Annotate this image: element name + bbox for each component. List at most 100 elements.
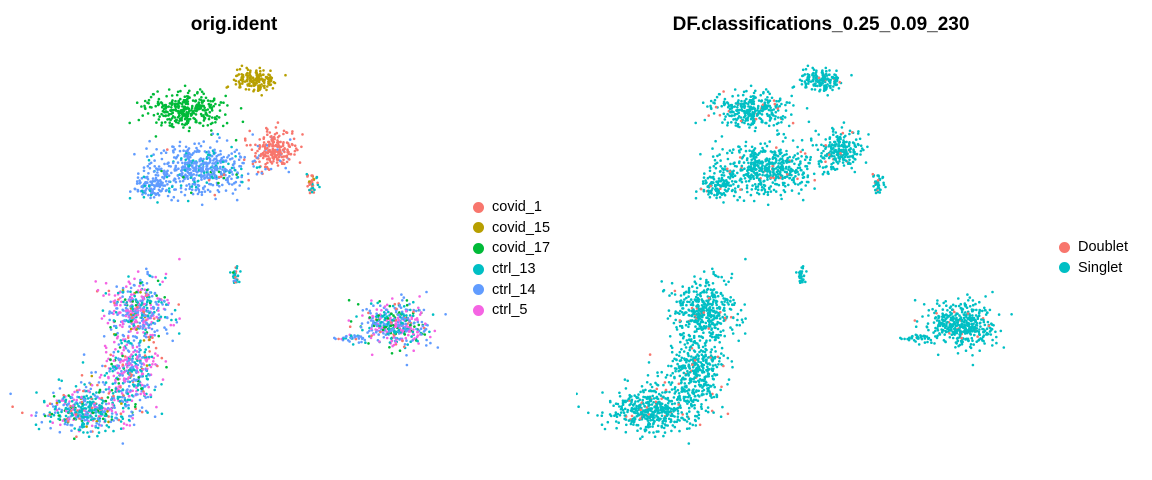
cell-point [807, 80, 810, 83]
cell-point [702, 270, 706, 273]
cell-point [726, 112, 729, 116]
cell-point [714, 139, 717, 143]
cell-point [717, 177, 721, 180]
cell-point [766, 175, 769, 178]
cell-point [118, 323, 122, 327]
cell-point [191, 164, 194, 168]
cell-point [95, 420, 98, 423]
cell-point [743, 121, 746, 125]
cell-point [206, 108, 210, 111]
cell-point [859, 149, 863, 153]
cell-point [138, 341, 142, 344]
cell-point [184, 154, 187, 158]
cell-point [410, 317, 414, 321]
cell-point [241, 73, 245, 77]
cell-point [127, 403, 130, 407]
cell-point [703, 118, 707, 122]
cell-point [110, 388, 114, 392]
cell-point [709, 99, 713, 103]
cell-point [151, 363, 154, 366]
cell-point [76, 390, 79, 394]
cell-point [769, 190, 773, 193]
cell-point [205, 157, 209, 161]
cell-point [206, 99, 210, 102]
cell-point [732, 194, 736, 198]
cell-point [132, 350, 135, 354]
cell-point [149, 303, 152, 307]
cell-point [133, 152, 136, 156]
cell-point [713, 98, 717, 102]
cell-point [740, 164, 744, 168]
cell-point [751, 114, 755, 117]
cell-point [726, 157, 730, 161]
cell-point [740, 108, 743, 111]
cell-point [182, 98, 186, 102]
cell-point [154, 363, 157, 366]
cell-point [289, 153, 293, 156]
legend: covid_1 covid_15 covid_17 ctrl_13 ctrl_1… [470, 197, 550, 321]
cell-point [252, 88, 256, 92]
cell-point [842, 136, 846, 139]
cell-point [773, 172, 776, 176]
cell-point [780, 174, 783, 177]
cell-point [675, 300, 678, 304]
cell-point [246, 71, 249, 75]
cell-point [766, 99, 769, 102]
cell-point [129, 327, 133, 331]
cell-point [722, 306, 726, 310]
cell-point [701, 101, 705, 104]
cell-point [155, 315, 158, 319]
cell-point [132, 385, 136, 388]
cell-point [139, 375, 143, 378]
cell-point [96, 288, 100, 292]
cell-point [790, 94, 793, 98]
cell-point [718, 170, 722, 173]
cell-point [143, 288, 147, 292]
cell-point [128, 361, 131, 365]
cell-point [214, 197, 217, 201]
cell-point [747, 122, 750, 126]
cell-point [203, 173, 206, 177]
cell-point [682, 291, 686, 295]
cell-point [176, 154, 180, 157]
cell-point [374, 331, 378, 334]
cell-point [157, 316, 161, 320]
cell-point [188, 117, 192, 121]
cell-point [119, 427, 123, 431]
cell-point [143, 302, 146, 306]
legend-item: ctrl_14 [470, 279, 550, 300]
cell-point [711, 282, 715, 285]
cell-point [382, 332, 385, 335]
cell-point [699, 277, 702, 281]
cell-point [668, 294, 671, 297]
cell-point [165, 173, 168, 176]
cell-point [173, 119, 177, 123]
cell-point [681, 307, 684, 310]
cell-point [835, 143, 838, 146]
cell-point [184, 107, 188, 110]
cell-point [265, 154, 268, 158]
cell-point [422, 308, 426, 312]
cell-point [805, 270, 808, 273]
cell-point [148, 105, 152, 109]
cell-point [837, 87, 841, 90]
cell-point [743, 177, 747, 180]
cell-point [140, 313, 144, 317]
cell-point [712, 309, 716, 313]
cell-point [722, 279, 726, 283]
cell-point [155, 294, 158, 297]
cell-point [119, 360, 122, 364]
cell-point [851, 141, 855, 144]
cell-point [174, 99, 177, 103]
cell-point [78, 388, 81, 392]
cell-point [707, 283, 711, 287]
cell-point [114, 416, 117, 420]
cell-point [156, 182, 159, 185]
cell-point [774, 110, 778, 114]
cell-point [66, 423, 69, 426]
cell-point [119, 420, 123, 423]
cell-point [121, 290, 125, 294]
cell-point [189, 172, 192, 176]
cell-point [206, 153, 210, 156]
cell-point [797, 163, 801, 167]
